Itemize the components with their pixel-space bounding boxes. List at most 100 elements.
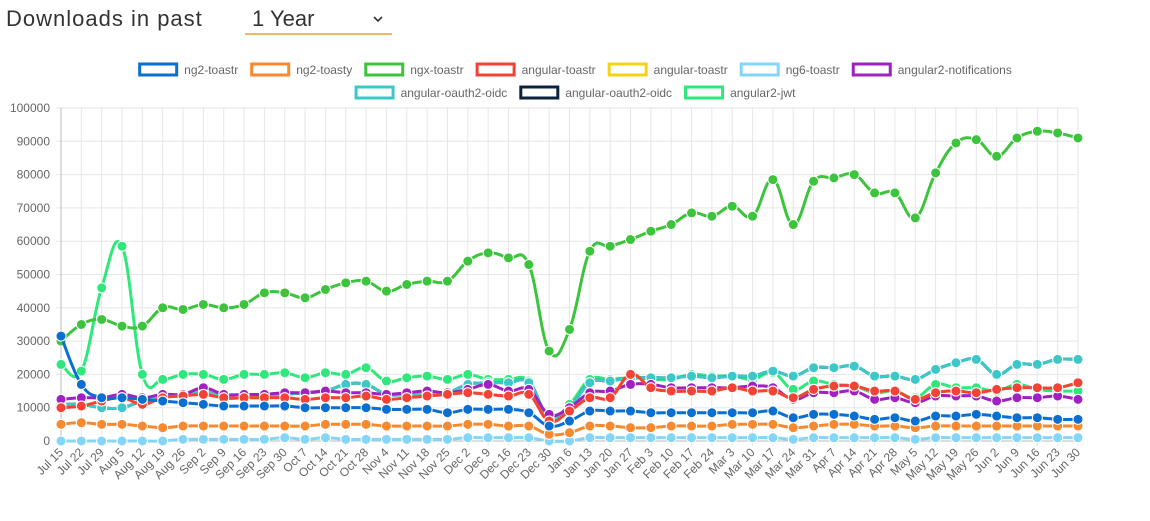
data-point xyxy=(482,378,494,390)
data-point xyxy=(665,219,677,231)
data-point xyxy=(116,392,128,404)
legend-swatch xyxy=(739,62,780,77)
data-point xyxy=(726,407,738,419)
data-point xyxy=(889,385,901,397)
data-point xyxy=(523,432,535,444)
data-point xyxy=(340,277,352,289)
data-point xyxy=(401,433,413,445)
data-point xyxy=(950,432,962,444)
data-point xyxy=(462,387,474,399)
data-point xyxy=(889,432,901,444)
data-point xyxy=(279,432,291,444)
select-chevron[interactable] xyxy=(373,16,383,23)
data-point xyxy=(319,283,331,295)
legend-label: ngx-toastr xyxy=(410,63,463,77)
data-point xyxy=(258,433,270,445)
y-tick-label: 10000 xyxy=(17,401,51,415)
data-point xyxy=(909,393,921,405)
data-point xyxy=(401,403,413,415)
data-point xyxy=(340,392,352,404)
data-point xyxy=(991,368,1003,380)
data-point xyxy=(625,234,637,246)
data-point xyxy=(726,370,738,382)
data-point xyxy=(543,420,555,432)
data-point xyxy=(564,323,575,335)
data-point xyxy=(665,432,677,444)
data-point xyxy=(258,420,270,432)
data-point xyxy=(726,382,738,394)
data-point xyxy=(991,410,1003,422)
data-point xyxy=(665,420,677,432)
period-value[interactable]: 1 Year xyxy=(252,6,314,31)
data-point xyxy=(645,432,657,444)
data-point xyxy=(726,432,738,444)
data-point xyxy=(482,388,494,400)
data-point xyxy=(238,400,250,412)
data-point xyxy=(319,432,331,444)
data-point xyxy=(299,402,311,414)
data-point xyxy=(319,367,331,379)
data-point xyxy=(340,418,352,430)
y-tick-label: 80000 xyxy=(17,168,51,182)
data-point xyxy=(177,303,189,315)
data-point xyxy=(584,377,596,389)
data-point xyxy=(401,372,413,384)
legend-label: angular2-jwt xyxy=(730,86,796,100)
y-tick-label: 90000 xyxy=(17,134,51,148)
data-point xyxy=(970,387,982,399)
data-point xyxy=(116,240,128,252)
legend-swatch xyxy=(364,62,405,77)
legend-swatch xyxy=(250,62,291,77)
data-point xyxy=(462,255,474,267)
data-point xyxy=(340,433,352,445)
period-select[interactable]: 1 Year xyxy=(245,6,392,35)
data-point xyxy=(218,373,230,385)
data-point xyxy=(726,418,738,430)
data-point xyxy=(665,385,677,397)
data-point xyxy=(401,392,413,404)
data-point xyxy=(706,420,718,432)
legend-swatch xyxy=(851,62,892,77)
data-point xyxy=(1011,412,1023,424)
data-point xyxy=(930,387,942,399)
data-point xyxy=(645,422,657,434)
data-point xyxy=(319,392,331,404)
data-point xyxy=(441,275,453,287)
data-point xyxy=(950,357,962,369)
data-point xyxy=(706,432,718,444)
data-point xyxy=(75,400,87,412)
data-point xyxy=(116,320,128,332)
data-point xyxy=(197,398,209,410)
data-point xyxy=(421,275,433,287)
data-point xyxy=(197,420,209,432)
data-point xyxy=(340,368,352,380)
data-point xyxy=(279,420,291,432)
data-point xyxy=(909,415,921,427)
data-point xyxy=(360,418,372,430)
legend-label: ng2-toastr xyxy=(184,63,238,77)
data-point xyxy=(96,392,108,404)
data-point xyxy=(75,378,87,390)
plot: 0 10000 20000 30000 40000 50000 60000 70000 8000… xyxy=(10,101,1084,483)
data-point xyxy=(706,385,718,397)
data-point xyxy=(584,432,596,444)
legend-swatch xyxy=(475,62,516,77)
data-point xyxy=(482,432,494,444)
data-point xyxy=(1072,377,1084,389)
data-point xyxy=(930,432,942,444)
data-point xyxy=(1072,413,1084,425)
data-point xyxy=(421,403,433,415)
data-point xyxy=(462,432,474,444)
data-point xyxy=(645,225,657,237)
data-point xyxy=(787,392,799,404)
data-point xyxy=(767,365,779,377)
data-point xyxy=(421,433,433,445)
data-point xyxy=(319,402,331,414)
data-point xyxy=(96,418,108,430)
data-point xyxy=(747,407,759,419)
data-point xyxy=(584,405,596,417)
data-point xyxy=(543,345,555,357)
data-point xyxy=(828,380,840,392)
data-point xyxy=(564,405,575,417)
y-tick-label: 30000 xyxy=(17,334,51,348)
